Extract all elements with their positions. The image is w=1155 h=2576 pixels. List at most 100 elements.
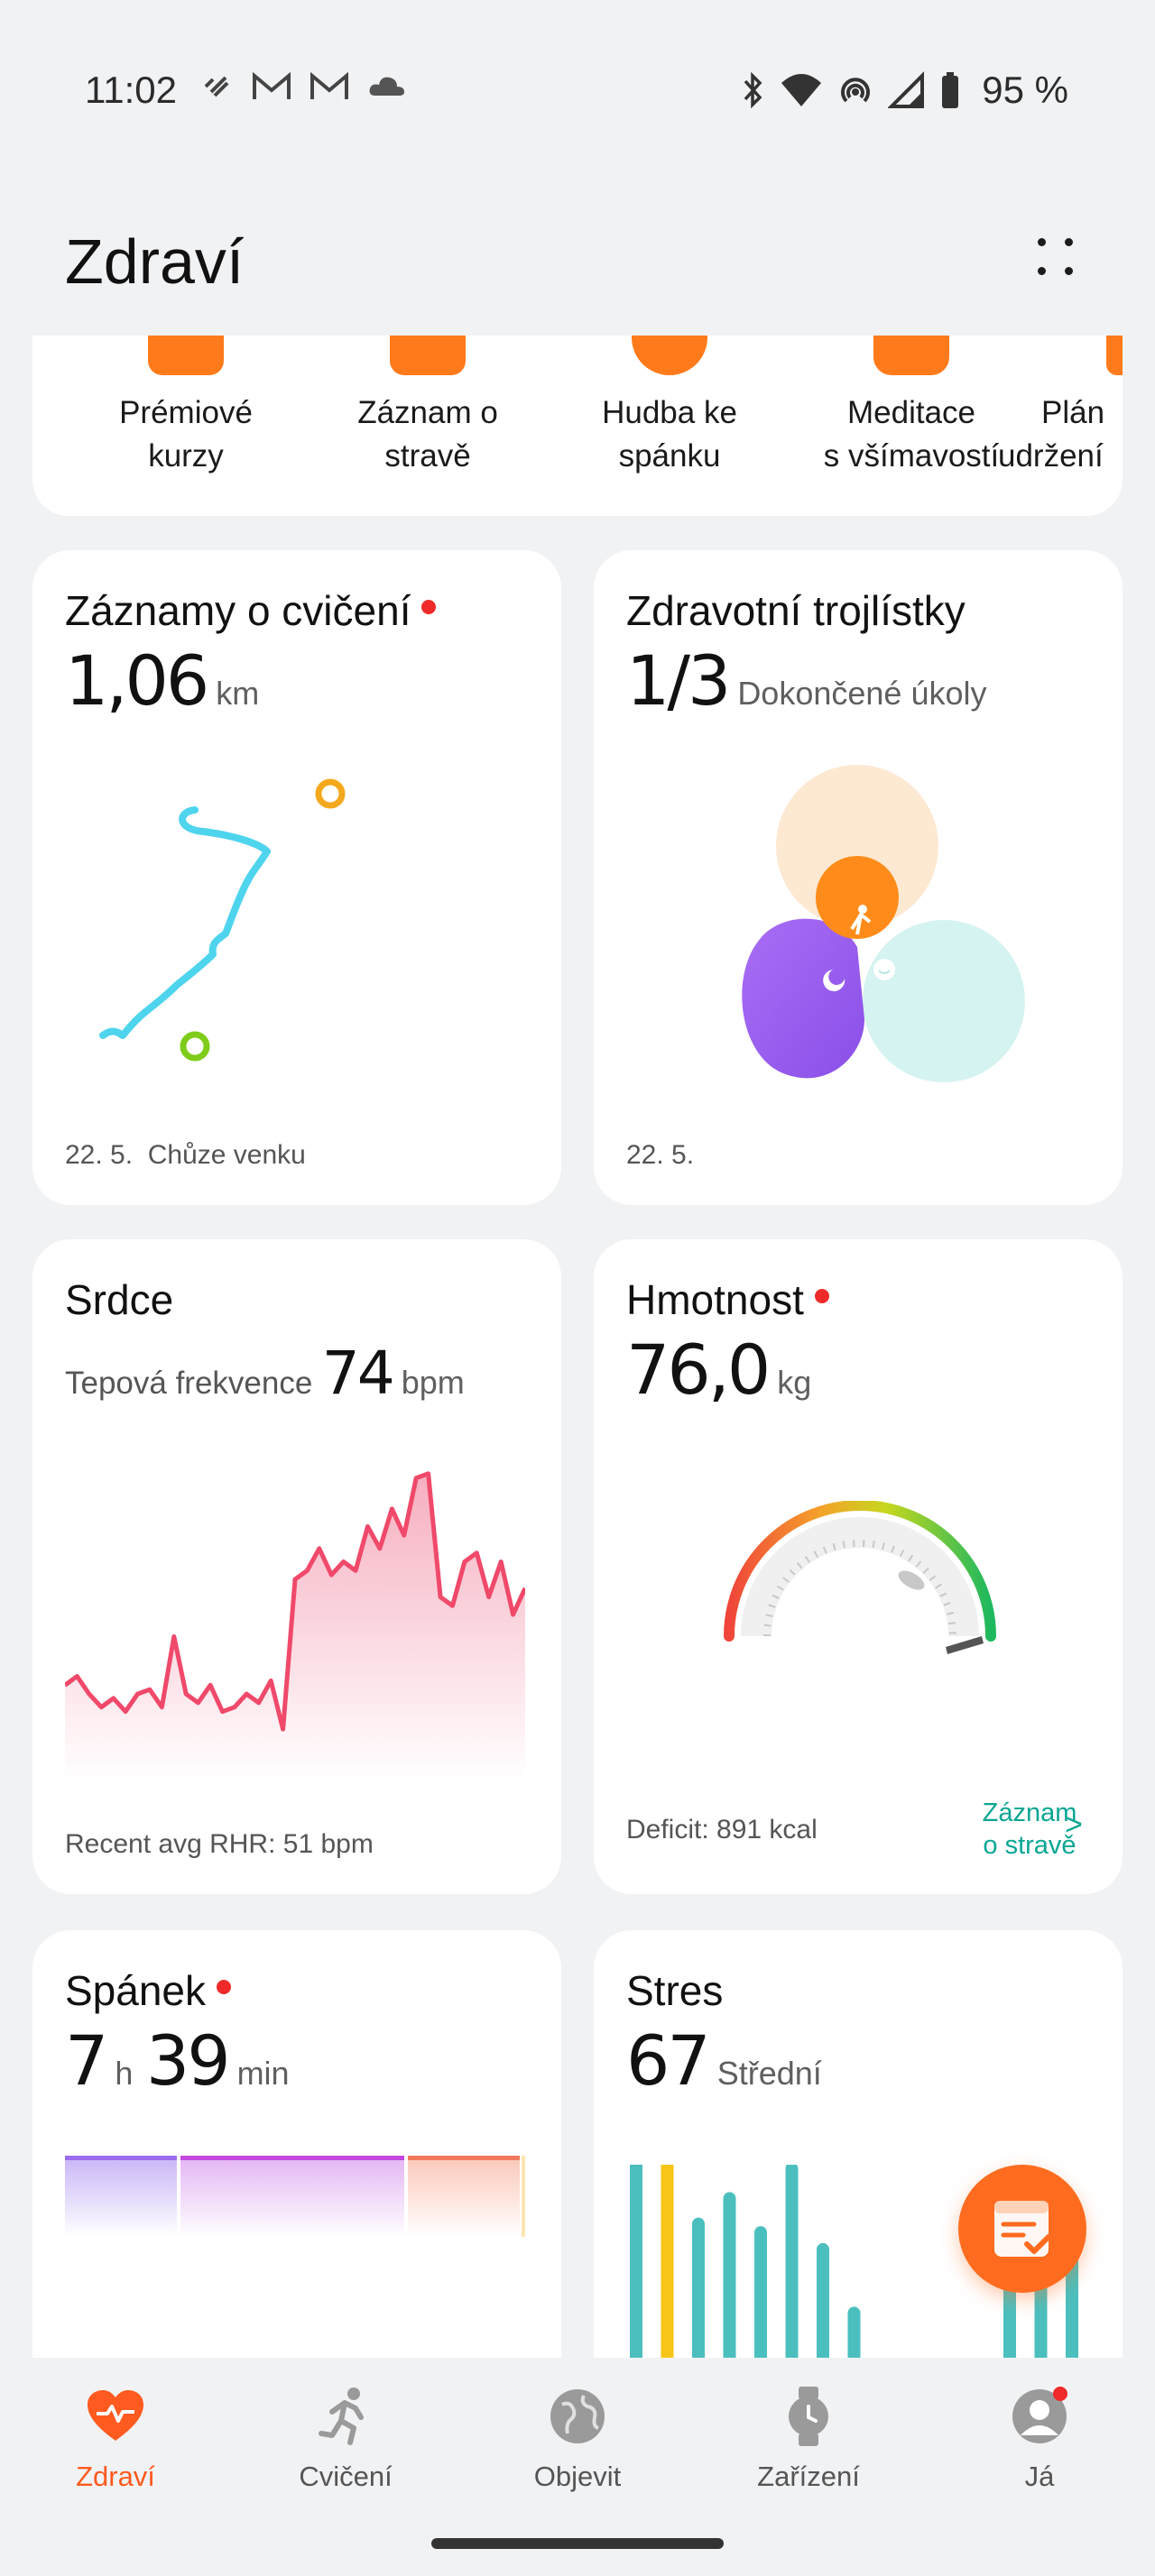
meditation-icon — [873, 336, 949, 375]
smile-icon — [873, 959, 895, 980]
stress-bar — [754, 2226, 767, 2358]
stress-card[interactable]: Stres 67 Střední — [594, 1930, 1123, 2358]
hours-unit: h — [115, 2055, 134, 2092]
gmail-icon — [253, 71, 291, 99]
exercise-type: Chůze venku — [147, 1140, 306, 1170]
more-options-button[interactable] — [1029, 235, 1083, 289]
shortcut-label: stravě — [384, 438, 471, 474]
card-title: Srdce — [65, 1276, 174, 1323]
system-icons: 95 % — [740, 69, 1068, 112]
stress-value: 67 — [626, 2020, 711, 2101]
health-trefoil-card[interactable]: Zdravotní trojlístky 1/3 Dokončené úkoly … — [594, 550, 1123, 1205]
activity-leaf — [776, 765, 938, 927]
heart-rate-line — [65, 1471, 525, 1732]
wifi-icon — [781, 74, 822, 106]
nav-label: Zařízení — [757, 2461, 860, 2492]
nav-label: Objevit — [533, 2461, 622, 2492]
sleep-stages-chart — [65, 2156, 525, 2237]
nav-label: Cvičení — [299, 2461, 393, 2492]
page-title: Zdraví — [65, 226, 245, 297]
card-title: Záznamy o cvičení — [65, 586, 437, 635]
nav-me[interactable]: Já — [949, 2385, 1130, 2493]
shortcuts-card: Prémiové kurzy Záznam o stravě Hudba ke spá… — [32, 336, 1123, 516]
shortcut-label: s všímavostí — [823, 438, 1000, 474]
music-icon — [632, 336, 707, 375]
stress-bar — [723, 2192, 736, 2358]
hotspot-icon — [841, 78, 871, 103]
runner-icon — [850, 905, 872, 935]
notification-icons — [199, 69, 408, 105]
route-map — [99, 806, 271, 1039]
card-title: Zdravotní trojlístky — [626, 587, 966, 634]
status-time: 11:02 — [85, 69, 177, 111]
mood-leaf — [863, 920, 1025, 1082]
sleep-minutes: 39 — [145, 2020, 231, 2101]
nav-exercise[interactable]: Cvičení — [255, 2385, 436, 2493]
globe-icon — [546, 2385, 609, 2448]
stress-bar — [785, 2165, 799, 2358]
battery-percent: 95 % — [982, 69, 1068, 111]
cloud-icon — [369, 77, 404, 96]
activity-progress — [816, 856, 899, 939]
runner-icon — [314, 2385, 377, 2448]
new-indicator-dot — [421, 599, 437, 614]
route-start-marker — [180, 1031, 210, 1062]
gauge-needle — [946, 1636, 984, 1654]
food-log-link[interactable]: Záznam o stravě — [982, 1799, 1077, 1860]
weight-card[interactable]: Hmotnost 76,0 kg Deficit: 891 kcal Záznam… — [594, 1239, 1123, 1894]
shortcut-label: Plán — [1041, 395, 1105, 430]
sleep-leaf — [742, 918, 864, 1079]
battery-icon — [942, 72, 959, 108]
card-title: Stres — [626, 1967, 724, 2014]
route-markers — [180, 778, 346, 1062]
card-title: Hmotnost — [626, 1275, 829, 1324]
shortcut-label: Prémiové — [119, 395, 253, 430]
exercise-date: 22. 5. — [65, 1140, 134, 1170]
resting-heart-rate: Recent avg RHR: 51 bpm — [65, 1829, 374, 1859]
home-indicator[interactable] — [431, 2538, 724, 2549]
gmail-icon — [310, 71, 348, 99]
weight-gauge — [724, 1501, 996, 1654]
nav-health[interactable]: Zdraví — [25, 2385, 206, 2493]
weight-unit: kg — [777, 1364, 812, 1401]
watch-icon — [777, 2385, 840, 2448]
shortcut-label: Hudba ke — [602, 395, 737, 430]
new-indicator-dot — [814, 1288, 829, 1303]
shortcut-label: Záznam o — [357, 395, 498, 430]
heart-rate-label: Tepová frekvence — [65, 1366, 313, 1401]
distance-value: 1,06 — [65, 640, 209, 721]
stress-chart — [630, 2165, 1078, 2358]
trefoil-chart — [742, 765, 1025, 1082]
record-button[interactable] — [958, 2165, 1086, 2293]
tasks-value: 1/3 — [626, 640, 731, 721]
card-title: Spánek — [65, 1966, 232, 2015]
nav-label: Zdraví — [76, 2461, 155, 2492]
heart-rate-value: 74 — [321, 1339, 395, 1408]
distance-unit: km — [216, 675, 260, 712]
heart-icon — [84, 2385, 147, 2448]
tasks-label: Dokončené úkoly — [737, 675, 987, 712]
stress-level: Střední — [716, 2055, 822, 2092]
huawei-health-icon — [204, 76, 229, 97]
route-end-marker — [315, 778, 346, 809]
heart-rate-unit: bpm — [401, 1364, 465, 1401]
stress-bar — [630, 2165, 642, 2358]
exercise-card[interactable]: Záznamy o cvičení 1,06 km 22. 5. Chůze ve… — [32, 550, 561, 1205]
nav-label: Já — [1024, 2461, 1055, 2492]
sleep-hours: 7 — [65, 2020, 108, 2101]
signal-icon — [888, 71, 925, 108]
heart-card[interactable]: Srdce Tepová frekvence 74 bpm Recent avg … — [32, 1239, 561, 1894]
food-icon — [390, 336, 466, 375]
nav-devices[interactable]: Zařízení — [718, 2385, 899, 2493]
new-indicator-dot — [217, 1979, 232, 1994]
stress-bar — [1034, 2272, 1048, 2358]
chevron-right-icon: > — [1065, 1808, 1083, 1842]
shortcut-label: Meditace — [846, 395, 976, 430]
stress-bar — [692, 2217, 705, 2358]
nav-discover[interactable]: Objevit — [487, 2385, 668, 2493]
trefoil-date: 22. 5. — [626, 1140, 695, 1170]
weight-value: 76,0 — [626, 1329, 771, 1410]
heart-rate-area — [65, 1473, 525, 1780]
plan-icon — [1106, 336, 1123, 375]
